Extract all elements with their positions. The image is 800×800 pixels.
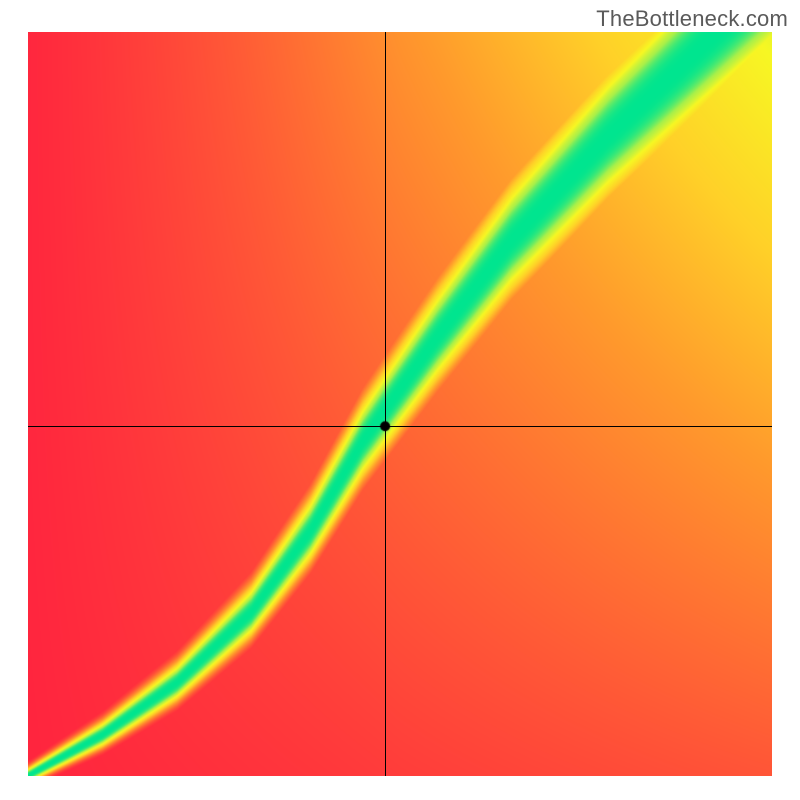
- watermark-text: TheBottleneck.com: [596, 6, 788, 32]
- bottleneck-heatmap: [28, 32, 772, 776]
- marker-overlay: [28, 32, 772, 776]
